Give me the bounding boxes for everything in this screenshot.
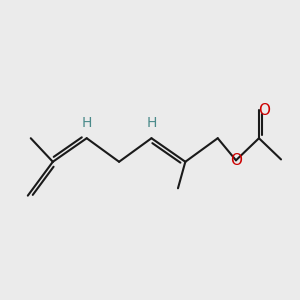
- Text: O: O: [230, 153, 242, 168]
- Text: O: O: [258, 103, 270, 118]
- Text: H: H: [82, 116, 92, 130]
- Text: H: H: [146, 116, 157, 130]
